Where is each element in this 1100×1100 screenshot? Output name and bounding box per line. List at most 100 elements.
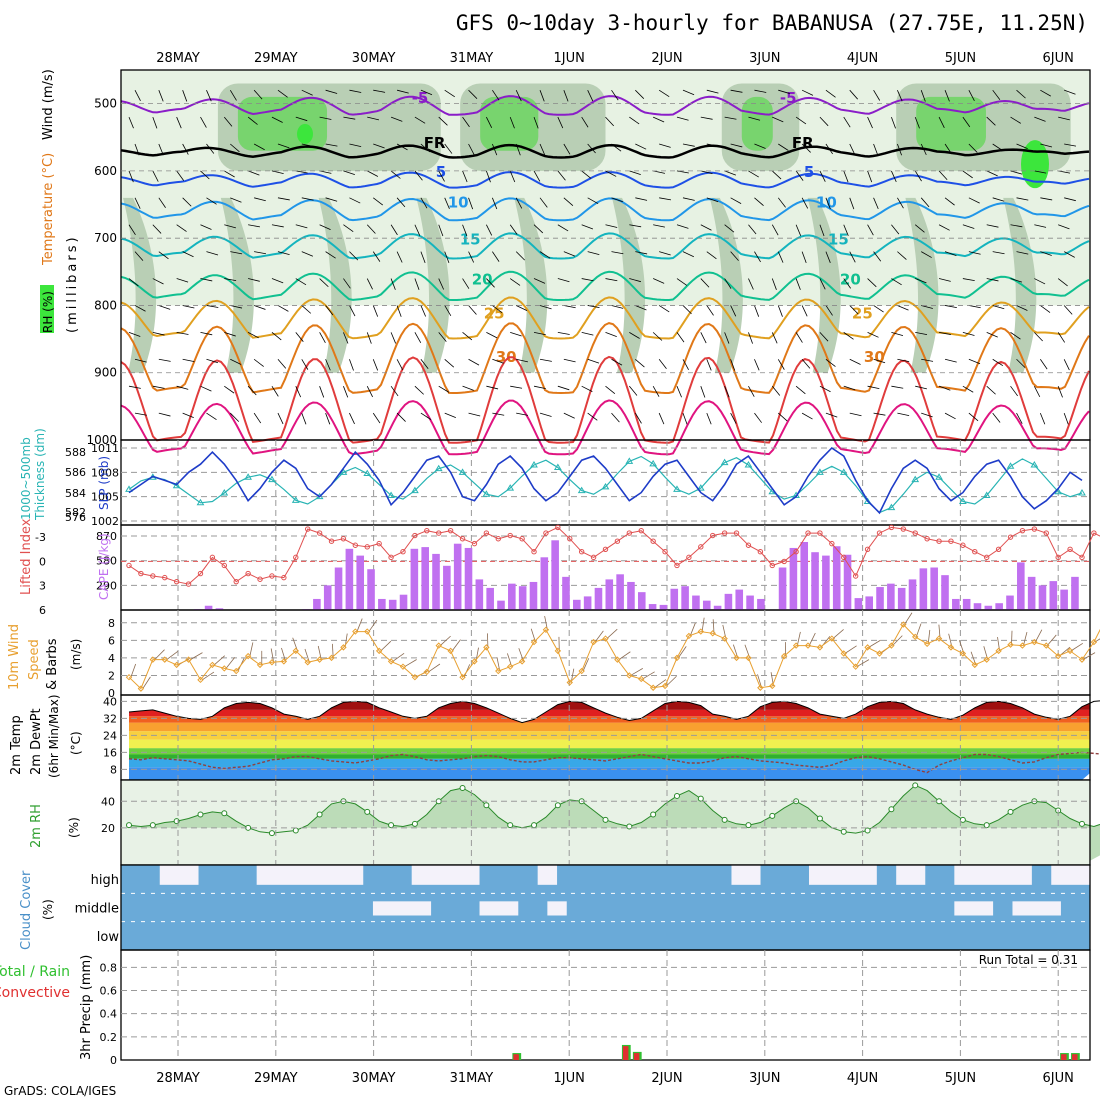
li-point (257, 576, 263, 582)
wind-barb (325, 143, 338, 147)
wind-barb (682, 197, 695, 201)
temp2m-label-3: (6hr Min/Max) (47, 695, 61, 779)
li-point (626, 530, 633, 536)
slp-tick: 1008 (91, 466, 119, 479)
wind-barb (349, 143, 362, 147)
wind-barb (444, 251, 450, 264)
rh2m-point (626, 823, 633, 830)
rh2m-labels: 2m RH (%) (29, 804, 81, 848)
wind-barb (682, 251, 694, 258)
wind-barb (1058, 116, 1070, 121)
wind-barb (486, 332, 498, 339)
li-point (888, 524, 895, 531)
wind-barb (629, 385, 638, 396)
wind-barb (825, 305, 833, 316)
wind10-point (471, 658, 478, 665)
thickness-point (411, 486, 419, 494)
li-point (173, 578, 180, 585)
thickness-point (601, 482, 610, 490)
wind-barb (349, 412, 355, 425)
wind10-barb (317, 645, 322, 660)
temperature-contour-label: 5 (436, 163, 446, 181)
wind-barb (319, 278, 329, 288)
wind-barb (849, 412, 862, 417)
wind-barb (581, 170, 592, 179)
wind-barb (873, 412, 886, 416)
wind-barb (962, 278, 975, 282)
thickness-point (720, 458, 729, 466)
wind10-label-2: Speed (27, 639, 42, 680)
wind-barb (1034, 170, 1047, 174)
wind-barb (801, 143, 811, 153)
wind-barb (152, 170, 159, 182)
thickness-point (268, 475, 276, 483)
lifted-index-label: Lifted Index (19, 518, 34, 595)
wind-barb (611, 358, 623, 366)
wind-barb (563, 90, 569, 102)
date-label-bottom: 1JUN (554, 1071, 585, 1086)
wind-barb (1034, 332, 1043, 342)
cape-bar (648, 604, 657, 610)
wind-barb (921, 251, 932, 258)
li-point (602, 546, 609, 552)
wind-barb (754, 251, 761, 263)
cape-bar (410, 548, 419, 610)
rh-moist-plume (1003, 197, 1037, 373)
temperature-contour-label: 15 (828, 230, 849, 248)
wind-barb (277, 305, 289, 312)
li-point (614, 538, 621, 544)
wind-barb (396, 89, 409, 94)
wind-barb (295, 116, 308, 122)
wind-barb (509, 170, 516, 183)
wind-barb (730, 412, 737, 424)
wind10-barb (496, 657, 501, 672)
li-point (698, 544, 704, 550)
wind-barb (134, 251, 144, 261)
wind-barb (176, 278, 189, 283)
wind-barb (343, 278, 351, 289)
wind10-point (900, 621, 907, 628)
wind-barb (271, 332, 282, 341)
wind10-point (638, 675, 645, 683)
wind-barb (801, 89, 814, 96)
wind-barb (968, 358, 981, 365)
cape-bar (313, 598, 321, 610)
cape-bar (713, 605, 722, 610)
wind-barb (515, 197, 523, 209)
wind-barb (349, 89, 362, 93)
wind-barb (492, 197, 498, 210)
wind10-point (876, 650, 883, 657)
wind-barb (230, 251, 243, 255)
wind-barb (271, 170, 284, 175)
wind10-barb (904, 612, 913, 625)
wind-barb (819, 170, 826, 182)
li-point (340, 536, 347, 542)
wind10-point (578, 667, 585, 675)
wind-barb (1040, 89, 1051, 97)
wind-barb (1016, 89, 1026, 99)
wind-barb (372, 305, 379, 317)
li-point (328, 538, 335, 544)
temperature-contour-label: 15 (460, 230, 481, 248)
li-point (233, 578, 239, 585)
wind-barb (1057, 332, 1066, 343)
wind-barb (992, 412, 1001, 423)
wind-barb (843, 332, 854, 340)
wind-barb (849, 143, 856, 156)
wind-barb (724, 332, 730, 344)
wind-barb (176, 224, 187, 232)
profile-labels: RH (%) Temperature (°C) Wind (m/s) (mill… (40, 69, 80, 333)
date-label-bottom: 29MAY (254, 1071, 298, 1086)
thickness-tick: 586 (65, 466, 86, 479)
wind-barb (253, 89, 263, 100)
wind-barb (158, 305, 171, 310)
cape-bar (378, 598, 386, 610)
wind-barb (158, 143, 164, 156)
cape-bar (724, 593, 733, 610)
wind-barb (843, 224, 849, 236)
wind-barb (700, 386, 706, 398)
wind-barb (176, 170, 185, 181)
wind10-point (495, 667, 502, 675)
li-point (185, 581, 192, 587)
wind10-point (1043, 642, 1050, 649)
